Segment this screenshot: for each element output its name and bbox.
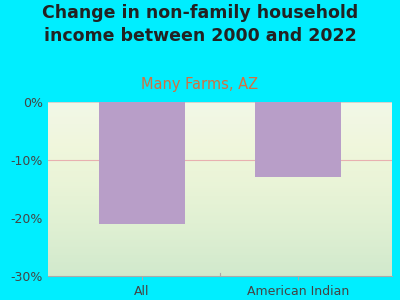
- Bar: [99, 102, 185, 224]
- Bar: [255, 102, 341, 177]
- Text: Change in non-family household
income between 2000 and 2022: Change in non-family household income be…: [42, 4, 358, 45]
- Text: Many Farms, AZ: Many Farms, AZ: [142, 76, 258, 92]
